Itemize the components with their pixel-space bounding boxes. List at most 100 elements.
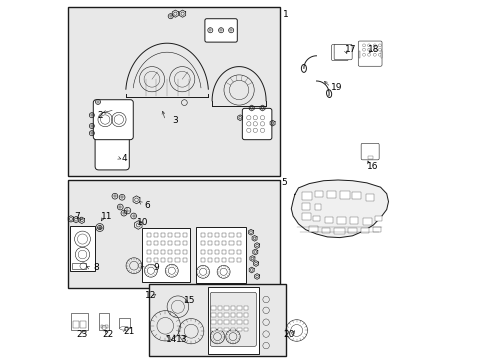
Bar [380, 51, 381, 58]
Bar [215, 250, 219, 254]
Bar [207, 233, 212, 237]
Bar [175, 241, 179, 245]
Bar [314, 191, 322, 197]
Text: 4: 4 [121, 154, 126, 163]
Bar [326, 191, 336, 198]
Bar [312, 216, 320, 221]
Bar [215, 241, 219, 245]
Bar [218, 313, 222, 317]
Bar [236, 233, 241, 237]
Bar [207, 250, 212, 254]
Bar [175, 258, 179, 262]
Bar [244, 313, 247, 317]
Text: 1: 1 [283, 10, 288, 19]
Bar [244, 320, 247, 324]
Bar [366, 194, 373, 201]
Bar [224, 306, 228, 310]
Bar [334, 228, 344, 234]
Polygon shape [291, 180, 387, 238]
FancyBboxPatch shape [93, 100, 133, 140]
Bar [207, 258, 212, 262]
Bar [237, 306, 241, 310]
Bar [119, 318, 130, 328]
Bar [222, 250, 226, 254]
FancyBboxPatch shape [358, 41, 381, 66]
Bar [175, 250, 179, 254]
Bar [229, 250, 233, 254]
Bar [168, 250, 172, 254]
Bar [71, 313, 88, 330]
Bar [153, 241, 158, 245]
Bar [146, 233, 151, 237]
Text: 17: 17 [344, 45, 356, 54]
Bar [302, 203, 309, 210]
Bar [229, 233, 233, 237]
Bar [200, 250, 204, 254]
Ellipse shape [120, 327, 129, 330]
Bar [211, 313, 215, 317]
Bar [218, 306, 222, 310]
Bar [175, 233, 179, 237]
Bar [161, 233, 165, 237]
Bar [168, 233, 172, 237]
Bar [224, 320, 228, 324]
FancyBboxPatch shape [210, 292, 256, 346]
Bar [314, 204, 321, 210]
Bar [73, 321, 79, 328]
Bar [218, 328, 222, 331]
Bar [321, 228, 329, 233]
Bar [215, 258, 219, 262]
Bar [374, 216, 381, 221]
Bar [68, 7, 280, 176]
Bar [218, 320, 222, 324]
Bar [230, 328, 235, 331]
Text: 15: 15 [183, 296, 195, 305]
Bar [104, 325, 107, 328]
Bar [222, 241, 226, 245]
Bar [215, 233, 219, 237]
Bar [211, 320, 215, 324]
FancyBboxPatch shape [331, 45, 347, 60]
Bar [196, 227, 245, 283]
FancyBboxPatch shape [361, 143, 378, 160]
Bar [182, 258, 186, 262]
Bar [236, 241, 241, 245]
Bar [211, 328, 215, 331]
Bar [244, 328, 247, 331]
Text: 3: 3 [172, 116, 178, 125]
Bar [358, 51, 360, 58]
Text: 14: 14 [166, 335, 177, 343]
Bar [230, 320, 235, 324]
Bar [99, 313, 109, 330]
Text: 7: 7 [74, 212, 80, 220]
Bar [200, 233, 204, 237]
Bar [80, 321, 86, 328]
Bar [224, 328, 228, 331]
Bar [302, 192, 311, 200]
Bar [236, 250, 241, 254]
Text: 22: 22 [102, 330, 114, 338]
Bar [362, 218, 371, 225]
Bar [208, 287, 258, 354]
Bar [373, 227, 380, 232]
FancyBboxPatch shape [95, 130, 129, 170]
Bar [211, 306, 215, 310]
Text: 18: 18 [367, 45, 378, 54]
FancyBboxPatch shape [204, 19, 237, 42]
Bar [222, 233, 226, 237]
Bar [153, 233, 158, 237]
Bar [182, 250, 186, 254]
Bar [146, 250, 151, 254]
Bar [70, 226, 95, 271]
Bar [161, 241, 165, 245]
Bar [244, 306, 247, 310]
Text: 20: 20 [283, 330, 295, 338]
Bar [237, 328, 241, 331]
Bar [182, 233, 186, 237]
Text: 19: 19 [330, 83, 341, 92]
Bar [229, 241, 233, 245]
Bar [367, 156, 373, 159]
Bar [337, 217, 346, 224]
Bar [347, 228, 356, 233]
Bar [146, 258, 151, 262]
